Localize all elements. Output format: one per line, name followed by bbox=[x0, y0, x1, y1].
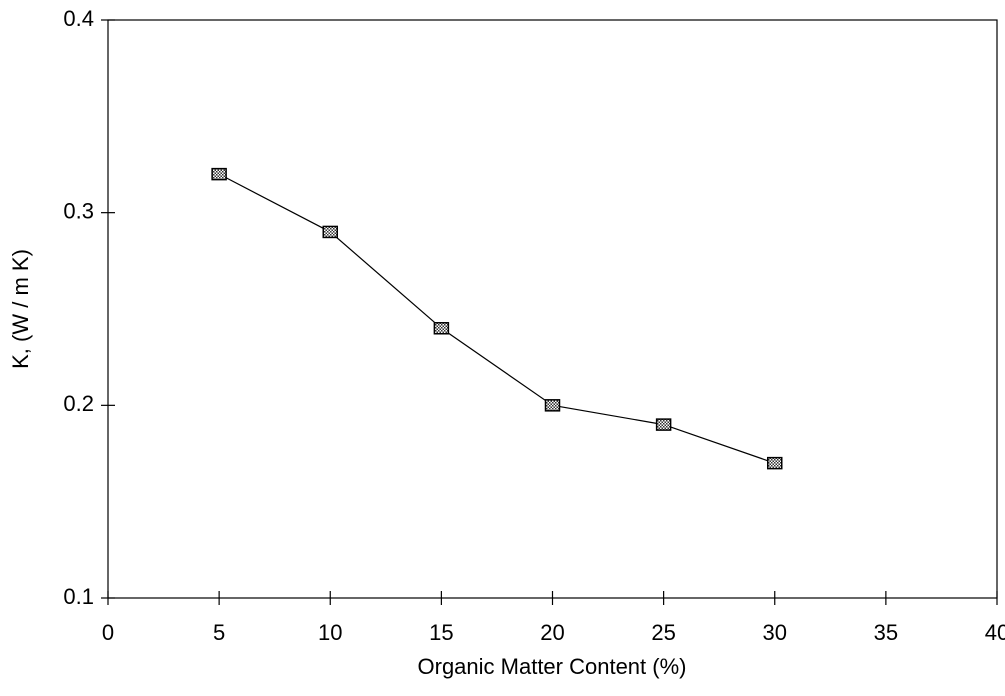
x-tick-label: 5 bbox=[213, 620, 225, 645]
y-tick-label: 0.3 bbox=[63, 198, 94, 223]
plot-frame bbox=[107, 19, 998, 599]
data-marker bbox=[655, 418, 672, 431]
data-marker bbox=[544, 399, 561, 412]
data-marker bbox=[322, 225, 338, 239]
x-axis-label: Organic Matter Content (%) bbox=[418, 654, 687, 679]
x-tick-label: 35 bbox=[874, 620, 898, 645]
y-tick-label: 0.2 bbox=[63, 391, 94, 416]
y-tick-label: 0.1 bbox=[63, 584, 94, 609]
x-tick-label: 15 bbox=[429, 620, 453, 645]
x-tick-label: 40 bbox=[985, 620, 1005, 645]
data-marker bbox=[433, 322, 450, 335]
y-tick-label: 0.4 bbox=[63, 6, 94, 31]
x-tick-label: 20 bbox=[540, 620, 564, 645]
x-tick-label: 25 bbox=[651, 620, 675, 645]
x-tick-label: 30 bbox=[763, 620, 787, 645]
data-line bbox=[218, 173, 775, 464]
data-marker bbox=[211, 167, 227, 181]
x-tick-label: 10 bbox=[318, 620, 342, 645]
data-marker bbox=[767, 456, 783, 470]
y-axis-label: K, (W / m K) bbox=[8, 249, 33, 369]
x-tick-label: 0 bbox=[102, 620, 114, 645]
